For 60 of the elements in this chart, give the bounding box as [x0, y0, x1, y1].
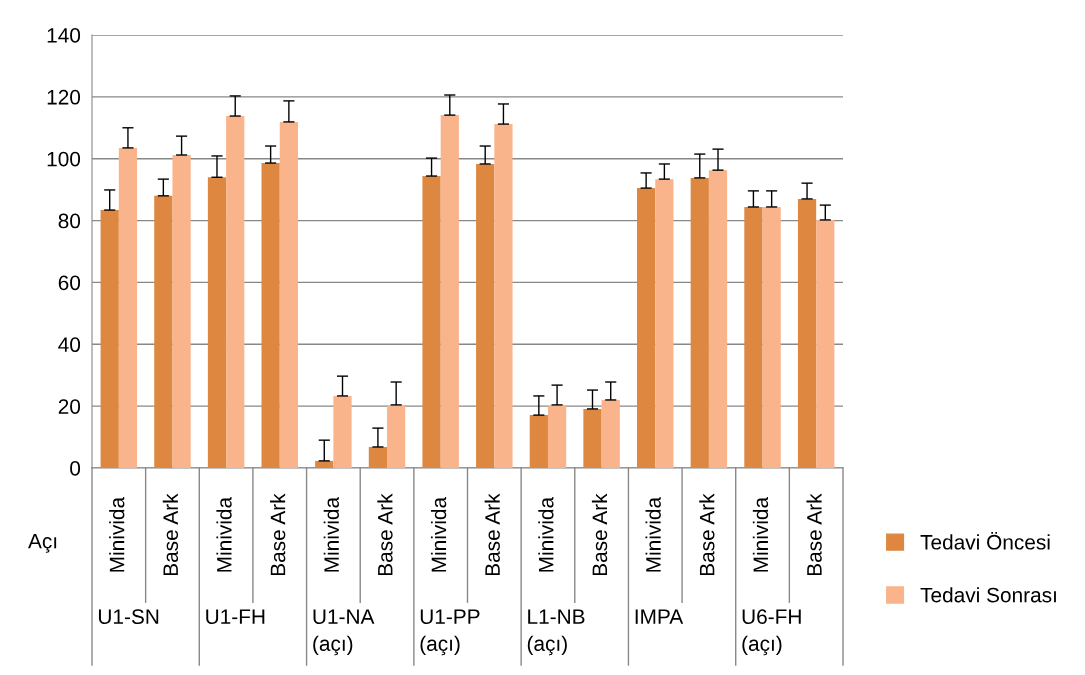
- y-tick-label: 80: [58, 213, 81, 229]
- x-tick-label: Base Ark: [484, 493, 500, 576]
- x-tick-label: Minivida: [109, 496, 125, 572]
- x-tick-label: Base Ark: [591, 493, 608, 576]
- bar: [762, 206, 781, 468]
- x-tick-label: Base Ark: [270, 493, 286, 576]
- bar: [387, 404, 406, 468]
- y-tick-label: 0: [70, 461, 81, 476]
- bar: [261, 163, 280, 468]
- text: U1-NA (açı): [313, 609, 375, 656]
- x-tick-label: Base Ark: [806, 493, 822, 576]
- bar: [368, 446, 388, 468]
- bar: [744, 206, 763, 468]
- legend-label: Tedavi Sonrası: [920, 587, 1056, 603]
- y-tick-label: 120: [47, 89, 81, 105]
- bar: [547, 404, 567, 468]
- y-tick-label: 140: [47, 28, 81, 43]
- text: U1-PP (açı): [420, 609, 480, 656]
- bar: [315, 460, 334, 468]
- bar: [172, 155, 191, 468]
- y-axis-title: Açı: [28, 533, 57, 553]
- legend-label: Tedavi Öncesi: [920, 531, 1050, 550]
- bar: [279, 121, 298, 468]
- x-tick-label: Base Ark: [377, 493, 393, 576]
- text: IMPA: [635, 609, 684, 624]
- bar: [797, 198, 817, 468]
- bar: [226, 116, 245, 468]
- bar: [440, 115, 459, 468]
- bar: [494, 124, 513, 468]
- text: L1-NB (açı): [527, 609, 585, 656]
- bar: [154, 195, 173, 468]
- bar: [118, 147, 138, 468]
- y-tick-label: 100: [47, 151, 81, 167]
- bar: [690, 177, 709, 468]
- x-tick-label: Base Ark: [699, 493, 715, 576]
- bar: [601, 399, 620, 468]
- text: U1-SN: [98, 609, 159, 625]
- y-tick-label: 20: [58, 399, 81, 414]
- x-tick-label: Base Ark: [162, 493, 179, 576]
- y-tick-label: 60: [58, 275, 81, 291]
- x-tick-label: Minivida: [430, 496, 447, 572]
- bar: [333, 395, 352, 468]
- bar: [422, 176, 441, 468]
- x-tick-label: Minivida: [323, 496, 339, 572]
- text: U1-FH: [206, 609, 265, 625]
- bar: [708, 170, 728, 468]
- bar: [100, 210, 119, 468]
- bar: [655, 179, 674, 468]
- x-tick-label: Minivida: [216, 496, 232, 572]
- bar: [637, 188, 656, 468]
- text: U6-FH (açı): [742, 609, 801, 656]
- x-tick-label: Minivida: [538, 496, 554, 572]
- x-tick-label: Minivida: [752, 496, 769, 572]
- bar: [529, 415, 548, 468]
- bar: [816, 219, 835, 468]
- y-tick-label: 40: [58, 337, 81, 353]
- x-tick-label: Minivida: [645, 496, 661, 572]
- bar: [207, 177, 227, 468]
- bar: [476, 163, 495, 468]
- bar: [583, 408, 602, 468]
